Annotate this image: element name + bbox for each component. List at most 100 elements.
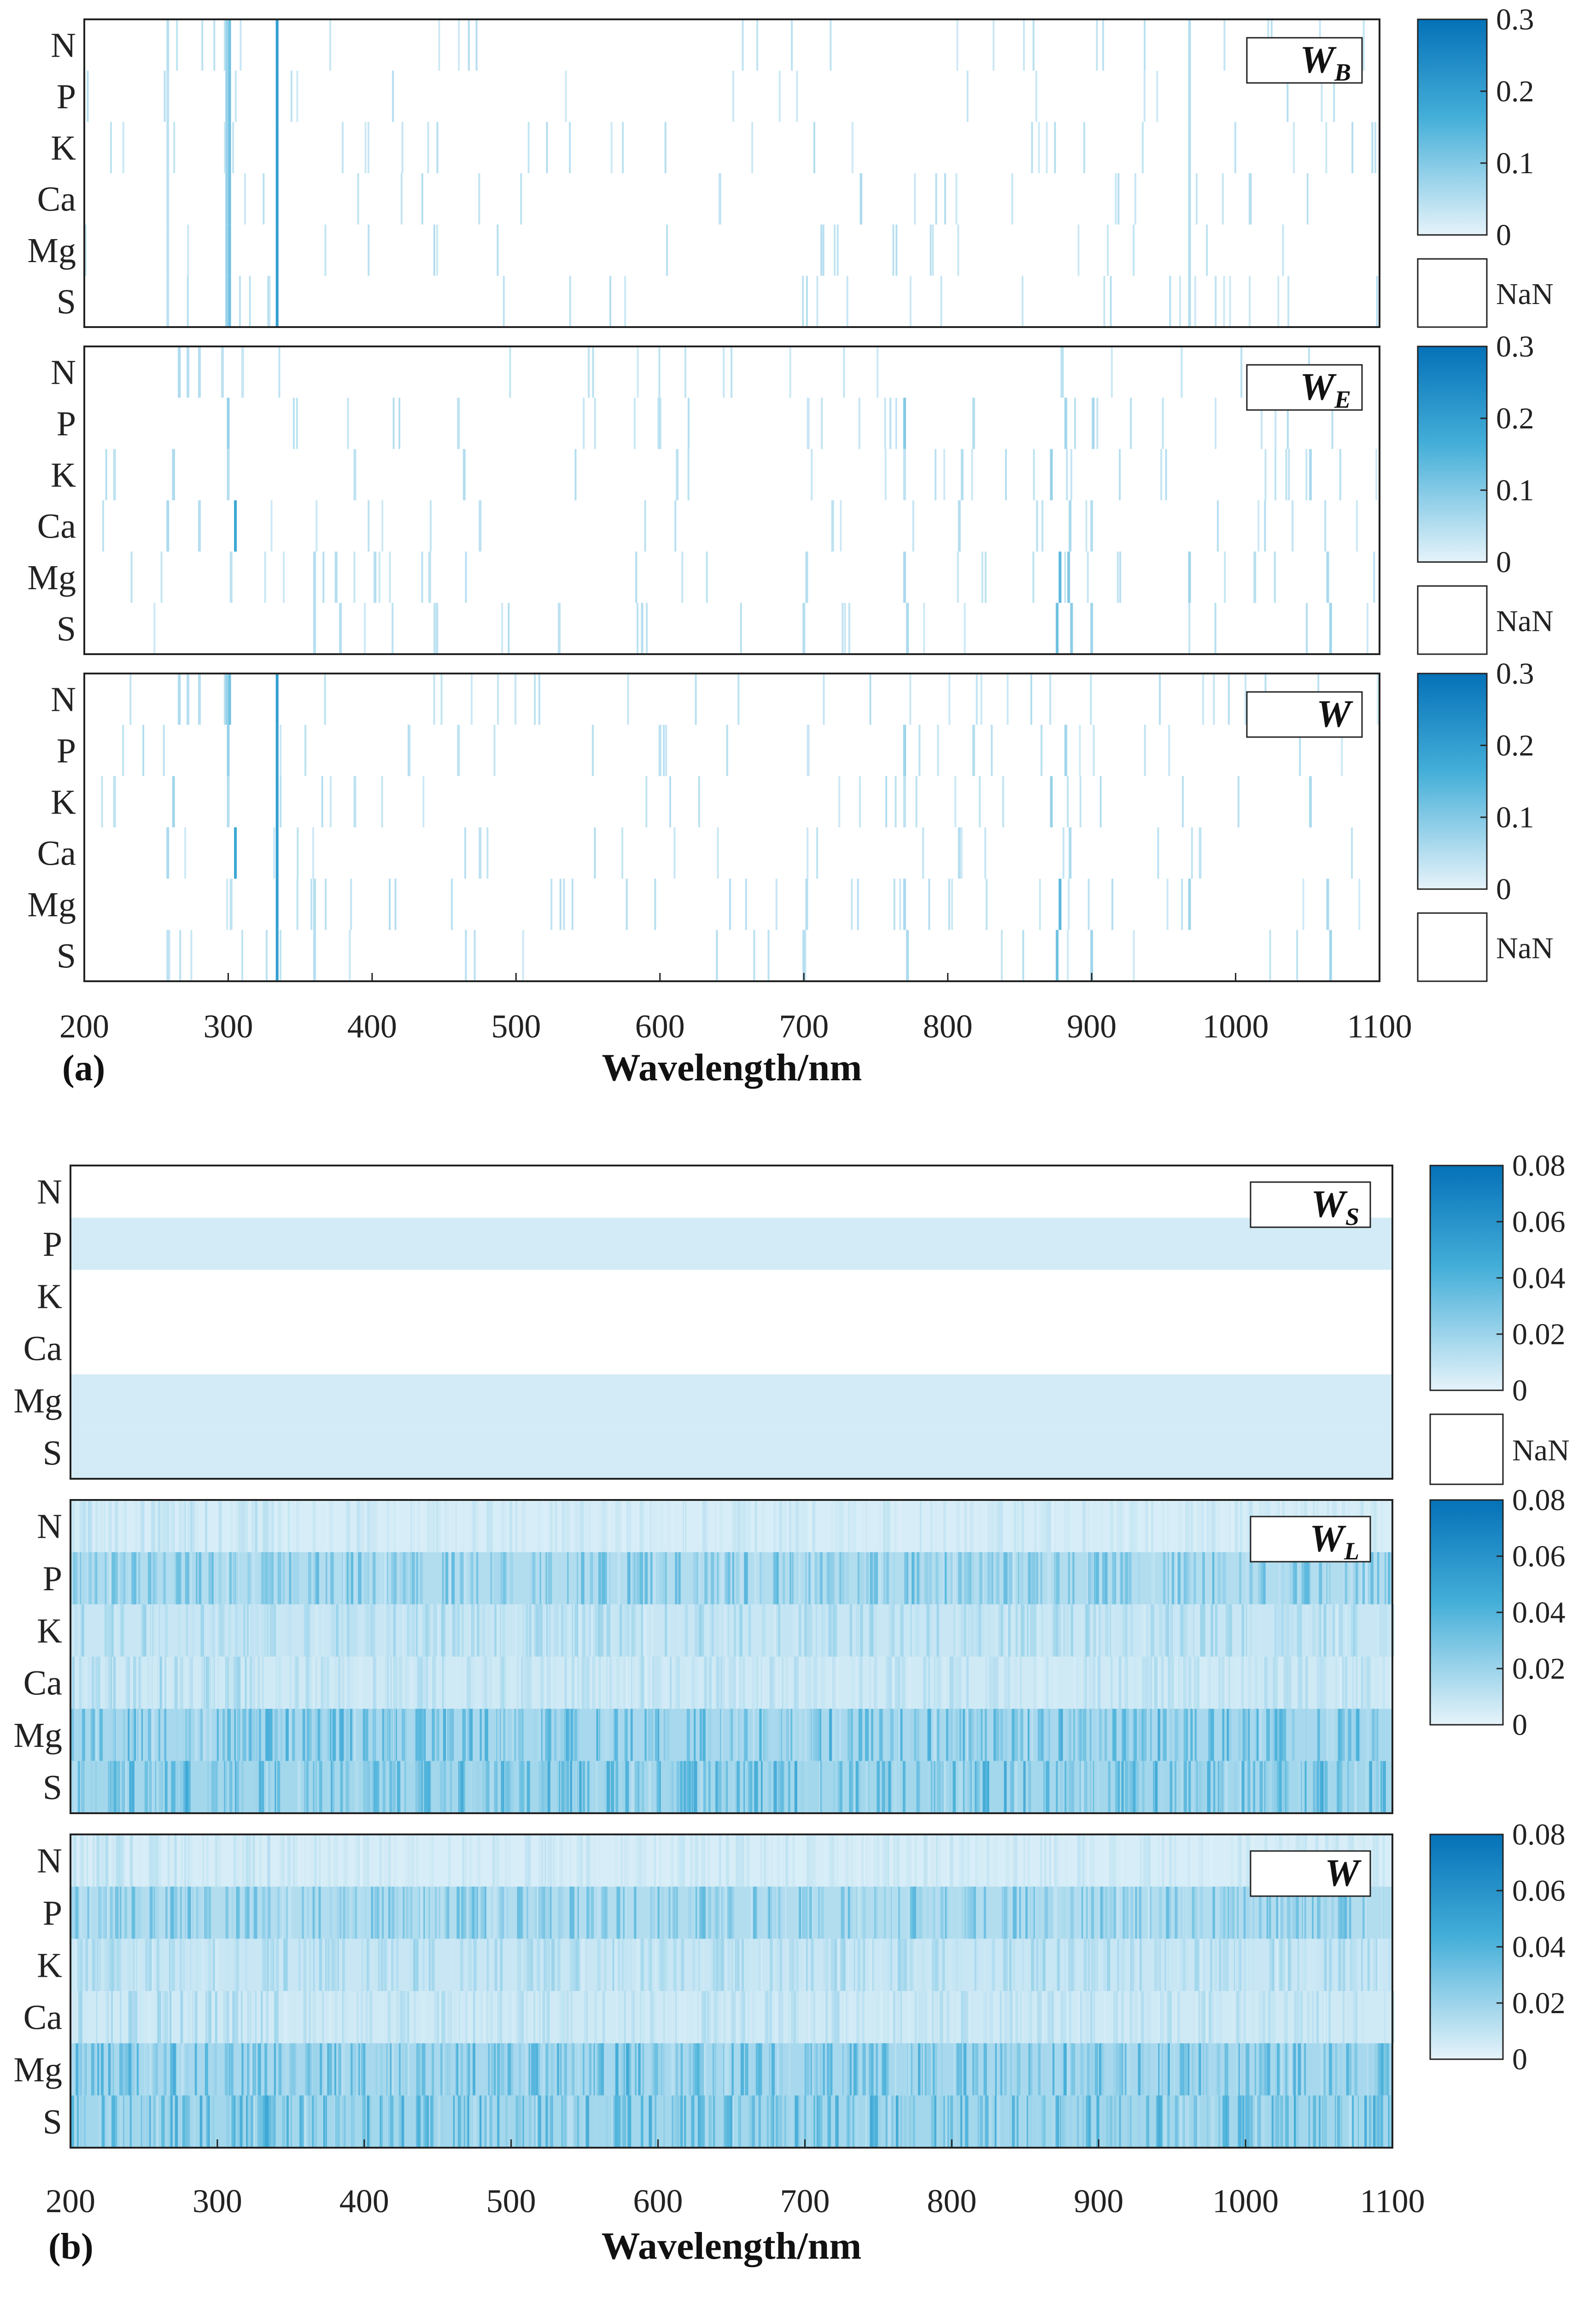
heatmap-cell xyxy=(1056,603,1059,654)
heatmap-cell xyxy=(762,1709,766,1761)
heatmap-cell xyxy=(874,1886,876,1939)
heatmap-cell xyxy=(235,1604,238,1657)
heatmap-cell xyxy=(862,1939,865,1991)
heatmap-cell xyxy=(416,1939,419,1991)
heatmap-cell xyxy=(157,1657,159,1709)
heatmap-cell xyxy=(746,1834,750,1887)
heatmap-cell xyxy=(947,1991,950,2044)
heatmap-cell xyxy=(893,1834,896,1887)
heatmap-cell xyxy=(374,1939,377,1991)
heatmap-cell xyxy=(235,1761,237,1813)
heatmap-cell xyxy=(956,1657,959,1709)
heatmap-cell xyxy=(854,1500,856,1552)
heatmap-cell xyxy=(1183,1552,1186,1605)
heatmap-cell xyxy=(1032,551,1035,603)
heatmap-cell xyxy=(1174,1552,1178,1605)
heatmap-cell xyxy=(1045,1834,1049,1887)
heatmap-cell xyxy=(155,1500,158,1552)
heatmap-cell xyxy=(731,1552,735,1605)
heatmap-cell xyxy=(353,1552,357,1605)
heatmap-cell xyxy=(329,19,332,71)
heatmap-cell xyxy=(1090,603,1093,654)
heatmap-cell xyxy=(575,1939,578,1991)
heatmap-cell xyxy=(401,1761,403,1813)
heatmap-cell xyxy=(825,1657,829,1709)
heatmap-cell xyxy=(702,1834,704,1887)
heatmap-cell xyxy=(174,1886,178,1939)
heatmap-cell xyxy=(409,1834,413,1887)
heatmap-cell xyxy=(420,1552,423,1605)
heatmap-cell xyxy=(831,1500,833,1552)
heatmap-cell xyxy=(442,1552,444,1605)
heatmap-cell xyxy=(1054,1552,1057,1605)
heatmap-cell xyxy=(891,1500,894,1552)
heatmap-cell xyxy=(130,1761,134,1813)
heatmap-cell xyxy=(581,1657,585,1709)
heatmap-cell xyxy=(284,1939,288,1991)
heatmap-cell xyxy=(1294,1991,1297,2044)
heatmap-cell xyxy=(522,1604,526,1657)
x-axis-title: Wavelength/nm xyxy=(602,1046,862,1089)
heatmap-cell xyxy=(549,1604,551,1657)
heatmap-cell xyxy=(1183,1709,1187,1761)
heatmap-cell xyxy=(812,1886,814,1939)
heatmap-cell xyxy=(198,346,201,398)
heatmap-cell xyxy=(188,1939,190,1991)
heatmap-cell xyxy=(465,1991,468,2044)
heatmap-cell xyxy=(295,1657,299,1709)
heatmap-cell xyxy=(88,1657,91,1709)
heatmap-cell xyxy=(1054,1500,1056,1552)
heatmap-cell xyxy=(322,1657,326,1709)
heatmap-cell xyxy=(472,1500,476,1552)
heatmap-cell xyxy=(1103,1552,1106,1605)
heatmap-cell xyxy=(371,1886,374,1939)
heatmap-cell xyxy=(111,1552,115,1605)
heatmap-cell xyxy=(575,1552,578,1605)
heatmap-cell xyxy=(1389,1939,1393,1991)
heatmap-cell xyxy=(1326,1709,1329,1761)
heatmap-cell xyxy=(1239,1761,1243,1813)
heatmap-cell xyxy=(206,1834,209,1887)
heatmap-cell xyxy=(192,1552,195,1605)
heatmap-cell xyxy=(849,1761,852,1813)
heatmap-cell xyxy=(509,1991,512,2044)
heatmap-cell xyxy=(1134,173,1136,225)
heatmap-cell xyxy=(1390,1552,1392,1605)
heatmap-cell xyxy=(412,1834,415,1887)
heatmap-cell xyxy=(953,1709,955,1761)
heatmap-cell xyxy=(1228,1657,1230,1709)
heatmap-cell xyxy=(851,122,854,173)
heatmap-cell xyxy=(559,1834,562,1887)
heatmap-cell xyxy=(303,1991,306,2044)
heatmap-cell xyxy=(1007,1657,1010,1709)
heatmap-cell xyxy=(400,1604,403,1657)
heatmap-cell xyxy=(854,1939,857,1991)
heatmap-cell xyxy=(1245,1709,1248,1761)
heatmap-cell xyxy=(263,1834,264,1887)
heatmap-cell xyxy=(1327,1552,1331,1605)
nan-label: NaN xyxy=(1512,1434,1570,1467)
heatmap-cell xyxy=(496,1834,499,1887)
heatmap-cell xyxy=(778,1834,780,1887)
heatmap-cell xyxy=(1021,1500,1024,1552)
heatmap-cell xyxy=(166,1500,169,1552)
heatmap-cell xyxy=(934,1761,935,1813)
heatmap-cell xyxy=(405,1834,409,1887)
heatmap-cell xyxy=(136,1709,138,1761)
heatmap-cell xyxy=(95,1939,99,1991)
heatmap-cell xyxy=(1364,1991,1368,2044)
heatmap-cell xyxy=(946,1709,948,1761)
heatmap-cell xyxy=(809,1500,812,1552)
heatmap-cell xyxy=(1090,1552,1093,1605)
heatmap-cell xyxy=(967,1834,970,1887)
heatmap-cell xyxy=(658,725,661,776)
heatmap-cell xyxy=(899,1991,902,2044)
heatmap-cell xyxy=(914,1604,918,1657)
heatmap-cell xyxy=(884,398,886,449)
heatmap-cell xyxy=(639,1500,643,1552)
heatmap-cell xyxy=(268,1761,270,1813)
heatmap-cell xyxy=(1143,70,1146,122)
heatmap-cell xyxy=(728,1552,731,1605)
heatmap-cell xyxy=(111,1939,115,1991)
heatmap-cell xyxy=(1089,1657,1091,1709)
